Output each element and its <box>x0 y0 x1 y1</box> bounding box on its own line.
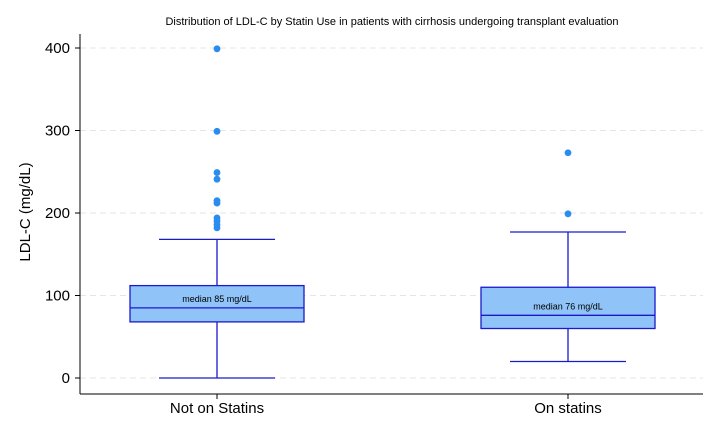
x-category-label: On statins <box>534 400 602 417</box>
box-group: median 85 mg/dL <box>129 45 305 379</box>
iqr-box <box>480 286 656 330</box>
outlier-point <box>213 169 221 176</box>
outlier-point <box>564 149 572 157</box>
y-tick-label: 0 <box>62 370 70 387</box>
x-category-label: Not on Statins <box>170 400 264 417</box>
y-axis-label: LDL-C (mg/dL) <box>17 162 34 261</box>
box-group: median 76 mg/dL <box>480 149 656 363</box>
outlier-point <box>213 45 221 53</box>
outlier-point <box>564 210 572 218</box>
axis-layer: 0 100 200 300 400 Not on Statins On statins <box>45 34 703 417</box>
outlier-point <box>213 127 221 135</box>
box-layer: median 85 mg/dL median 76 mg/dL <box>129 45 656 379</box>
y-tick-label: 100 <box>45 288 70 305</box>
median-label: median 85 mg/dL <box>182 294 252 304</box>
median-label: median 76 mg/dL <box>533 301 603 311</box>
chart-title: Distribution of LDL-C by Statin Use in p… <box>165 16 618 28</box>
y-tick-label: 300 <box>45 123 70 140</box>
outlier-point <box>213 197 221 205</box>
outlier-point <box>213 214 221 222</box>
y-tick-label: 200 <box>45 205 70 222</box>
iqr-box <box>129 284 305 323</box>
outlier-point <box>213 175 221 183</box>
y-tick-label: 400 <box>45 40 70 57</box>
